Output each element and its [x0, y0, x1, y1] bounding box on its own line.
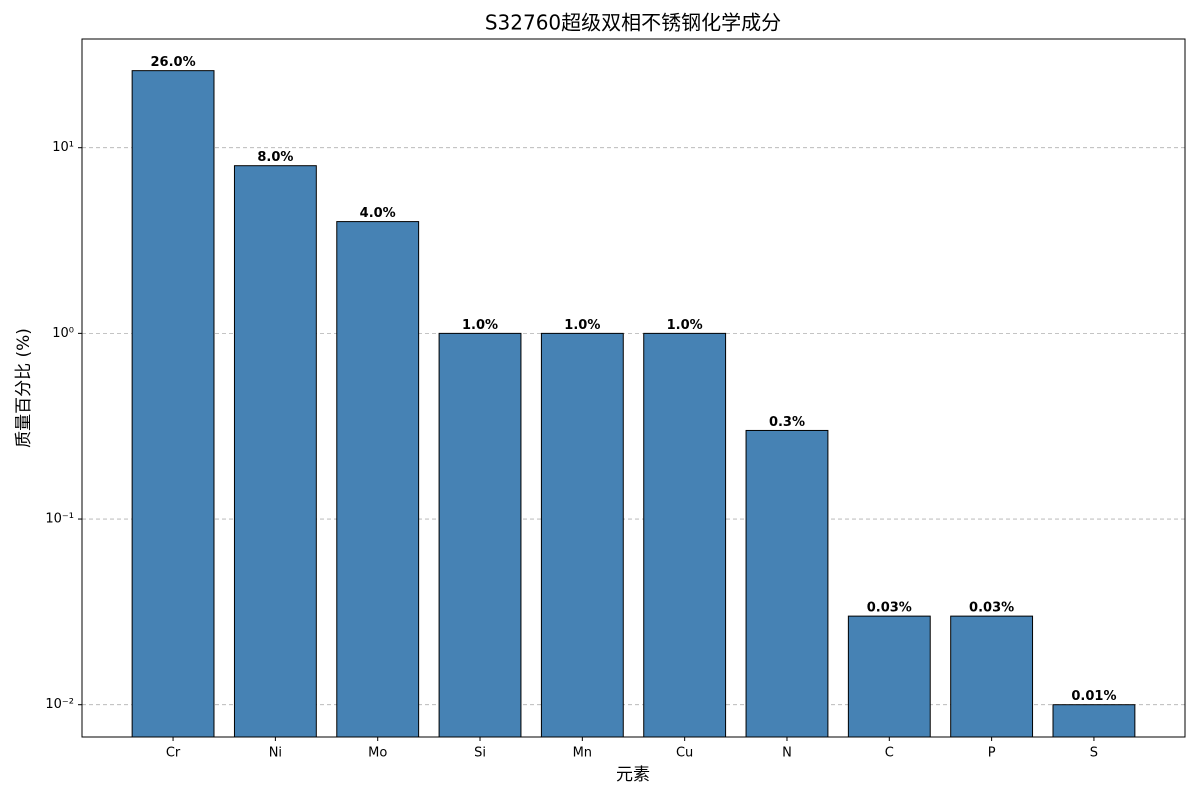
x-tick-label: S	[1090, 746, 1098, 761]
x-tick-label: Mn	[573, 746, 592, 761]
x-tick-label: Si	[474, 746, 486, 761]
bar	[1052, 704, 1136, 738]
value-label: 1.0%	[667, 318, 703, 333]
value-label: 26.0%	[151, 55, 196, 70]
bar	[131, 70, 215, 738]
x-tick-label: Cu	[676, 746, 693, 761]
bar	[950, 615, 1034, 738]
y-axis-label: 质量百分比 (%)	[14, 328, 34, 448]
x-tick-label: P	[988, 746, 996, 761]
value-label: 8.0%	[257, 150, 293, 165]
bar	[745, 429, 829, 738]
y-tick-label: 10⁰	[52, 326, 74, 341]
y-tick-label: 10¹	[52, 140, 74, 155]
value-label: 0.01%	[1071, 689, 1116, 704]
bar	[643, 332, 727, 738]
bar	[233, 165, 317, 738]
value-label: 0.03%	[969, 601, 1014, 616]
value-label: 1.0%	[564, 318, 600, 333]
x-tick-label: Ni	[269, 746, 282, 761]
y-tick-label: 10⁻¹	[45, 512, 74, 527]
value-label: 0.03%	[867, 601, 912, 616]
bar	[336, 221, 420, 738]
bar	[438, 332, 522, 738]
x-tick-label: C	[885, 746, 894, 761]
x-tick-label: N	[782, 746, 792, 761]
y-tick-label: 10⁻²	[45, 697, 74, 712]
plot-frame	[81, 38, 1186, 738]
chart-title: S32760超级双相不锈钢化学成分	[485, 11, 781, 35]
value-label: 0.3%	[769, 415, 805, 430]
bar	[540, 332, 624, 738]
value-label: 1.0%	[462, 318, 498, 333]
bar	[847, 615, 931, 738]
x-axis-label: 元素	[616, 765, 650, 785]
value-label: 4.0%	[360, 206, 396, 221]
x-tick-label: Cr	[166, 746, 181, 761]
x-tick-label: Mo	[368, 746, 387, 761]
